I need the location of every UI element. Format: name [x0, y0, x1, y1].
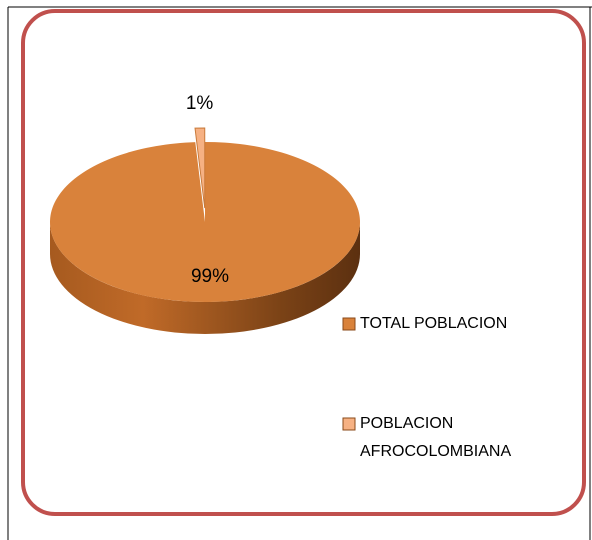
data-label: 1% — [186, 93, 214, 114]
legend-swatch — [342, 417, 356, 431]
pie-slice — [194, 127, 206, 209]
pie-slice — [50, 141, 361, 303]
legend-label: TOTAL POBLACION — [360, 315, 508, 332]
pie-side — [50, 222, 360, 334]
legend-swatch — [342, 317, 356, 331]
data-label: 99% — [191, 266, 229, 287]
legend-label: POBLACION AFROCOLOMBIANA — [360, 415, 512, 460]
